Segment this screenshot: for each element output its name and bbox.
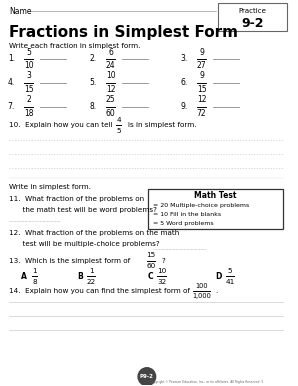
Text: 2.: 2. xyxy=(90,54,97,63)
Text: 2: 2 xyxy=(26,95,31,104)
Text: 4.: 4. xyxy=(8,78,15,87)
Text: 1: 1 xyxy=(89,268,94,274)
Text: Write each fraction in simplest form.: Write each fraction in simplest form. xyxy=(9,43,141,49)
Text: 10: 10 xyxy=(157,268,166,274)
Text: 13.  Which is the simplest form of: 13. Which is the simplest form of xyxy=(9,257,130,264)
Text: 9.: 9. xyxy=(181,102,188,111)
Text: D: D xyxy=(216,272,222,281)
Text: 7.: 7. xyxy=(8,102,15,111)
Text: 25: 25 xyxy=(106,95,116,104)
Text: B: B xyxy=(78,272,83,281)
Text: 10: 10 xyxy=(24,61,34,70)
Text: 9: 9 xyxy=(199,71,204,80)
Text: 5: 5 xyxy=(228,268,232,274)
Text: P9-2: P9-2 xyxy=(140,374,154,379)
Text: = 5 Word problems: = 5 Word problems xyxy=(153,221,213,226)
Text: Name: Name xyxy=(9,7,32,16)
Text: 5.: 5. xyxy=(90,78,97,87)
Text: 6.: 6. xyxy=(181,78,188,87)
Text: 41: 41 xyxy=(225,279,235,285)
Text: 27: 27 xyxy=(197,61,207,70)
Text: 12: 12 xyxy=(106,85,116,94)
Text: 6: 6 xyxy=(108,47,113,56)
Text: ?: ? xyxy=(162,257,165,264)
Text: 9-2: 9-2 xyxy=(241,17,263,30)
Text: 12: 12 xyxy=(197,95,206,104)
Text: test will be multiple-choice problems?: test will be multiple-choice problems? xyxy=(9,240,160,247)
Text: A: A xyxy=(21,272,27,281)
Text: Practice: Practice xyxy=(238,8,266,14)
Text: 12.  What fraction of the problems on the math: 12. What fraction of the problems on the… xyxy=(9,230,179,236)
Text: 15: 15 xyxy=(146,252,155,258)
Text: 14.  Explain how you can find the simplest form of: 14. Explain how you can find the simples… xyxy=(9,288,190,294)
Text: 15: 15 xyxy=(197,85,207,94)
Text: 18: 18 xyxy=(24,109,33,118)
Text: 11.  What fraction of the problems on: 11. What fraction of the problems on xyxy=(9,196,144,202)
Text: = 20 Multiple-choice problems: = 20 Multiple-choice problems xyxy=(153,203,249,208)
Text: 32: 32 xyxy=(157,279,166,285)
Text: 3: 3 xyxy=(26,71,31,80)
FancyBboxPatch shape xyxy=(218,3,286,31)
Text: is in simplest form.: is in simplest form. xyxy=(128,122,197,129)
FancyBboxPatch shape xyxy=(148,189,283,229)
Text: C: C xyxy=(148,272,154,281)
Text: 9: 9 xyxy=(199,47,204,56)
Text: 72: 72 xyxy=(197,109,207,118)
Text: 10: 10 xyxy=(106,71,116,80)
Text: 5: 5 xyxy=(26,47,31,56)
Text: the math test will be word problems?: the math test will be word problems? xyxy=(9,207,157,213)
Text: .: . xyxy=(215,288,218,294)
Text: 3.: 3. xyxy=(181,54,188,63)
Text: 60: 60 xyxy=(146,263,155,269)
Text: 8.: 8. xyxy=(90,102,97,111)
Text: = 10 Fill in the blanks: = 10 Fill in the blanks xyxy=(153,212,221,217)
Text: Copyright © Pearson Education, Inc., or its affiliates. All Rights Reserved. 5: Copyright © Pearson Education, Inc., or … xyxy=(150,380,263,384)
Text: 1: 1 xyxy=(32,268,37,274)
Text: 1.: 1. xyxy=(8,54,15,63)
Text: 5: 5 xyxy=(116,128,121,134)
Text: 100: 100 xyxy=(195,283,208,289)
Text: 1,000: 1,000 xyxy=(192,293,211,300)
Text: 60: 60 xyxy=(106,109,116,118)
Text: 15: 15 xyxy=(24,85,34,94)
Text: 4: 4 xyxy=(116,117,121,123)
Text: Write in simplest form.: Write in simplest form. xyxy=(9,184,91,190)
Text: 22: 22 xyxy=(87,279,96,285)
Text: Fractions in Simplest Form: Fractions in Simplest Form xyxy=(9,25,238,40)
Circle shape xyxy=(138,368,156,386)
Text: Math Test: Math Test xyxy=(194,191,237,200)
Text: 8: 8 xyxy=(32,279,37,285)
Text: 24: 24 xyxy=(106,61,116,70)
Text: 10.  Explain how you can tell: 10. Explain how you can tell xyxy=(9,122,113,129)
